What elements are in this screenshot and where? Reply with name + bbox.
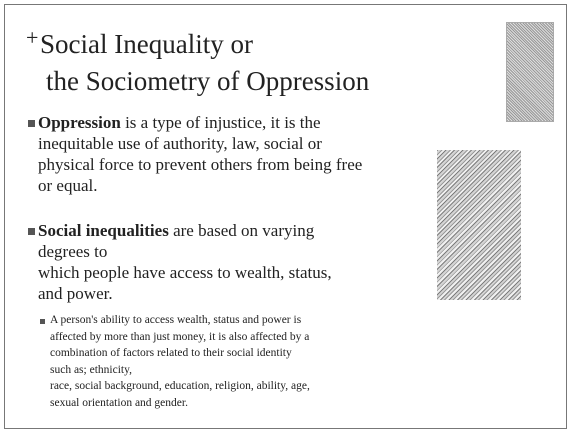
bullet-line: which people have access to wealth, stat… <box>38 262 332 283</box>
photo <box>506 22 554 122</box>
bullet-text: is a type of injustice, it is the <box>121 113 321 132</box>
bullet-text: degrees to <box>38 242 107 261</box>
sub-bullet-marker <box>40 319 45 324</box>
title-line: Social Inequality or <box>40 28 253 60</box>
bullet-bold: Oppression <box>38 113 121 132</box>
bullet-text: or equal. <box>38 176 97 195</box>
bullet-marker <box>28 228 35 235</box>
sub-bullet-line: affected by more than just money, it is … <box>50 329 309 346</box>
bullet-line: inequitable use of authority, law, socia… <box>38 133 322 154</box>
sub-bullet-line: such as; ethnicity, <box>50 362 132 379</box>
bullet-text: inequitable use of authority, law, socia… <box>38 134 322 153</box>
bullet-line: degrees to <box>38 241 107 262</box>
bullet-bold: Social inequalities <box>38 221 169 240</box>
bullet-marker <box>28 120 35 127</box>
bullet-line: and power. <box>38 283 113 304</box>
bullet-line: or equal. <box>38 175 97 196</box>
bullet-text: which people have access to wealth, stat… <box>38 263 332 282</box>
bullet-text: physical force to prevent others from be… <box>38 155 362 174</box>
sub-bullet-line: sexual orientation and gender. <box>50 395 188 412</box>
bullet-line: physical force to prevent others from be… <box>38 154 362 175</box>
sub-bullet-line: combination of factors related to their … <box>50 345 292 362</box>
bullet-text: are based on varying <box>169 221 314 240</box>
sub-bullet-line: race, social background, education, reli… <box>50 378 310 395</box>
bullet-line: Oppression is a type of injustice, it is… <box>38 112 321 133</box>
bullet-text: and power. <box>38 284 113 303</box>
title-marker: + <box>26 22 38 54</box>
photo <box>437 150 521 300</box>
sub-bullet-line: A person's ability to access wealth, sta… <box>50 312 301 329</box>
slide-page: + Social Inequality or the Sociometry of … <box>0 0 573 433</box>
title-line: the Sociometry of Oppression <box>46 65 369 97</box>
bullet-line: Social inequalities are based on varying <box>38 220 314 241</box>
